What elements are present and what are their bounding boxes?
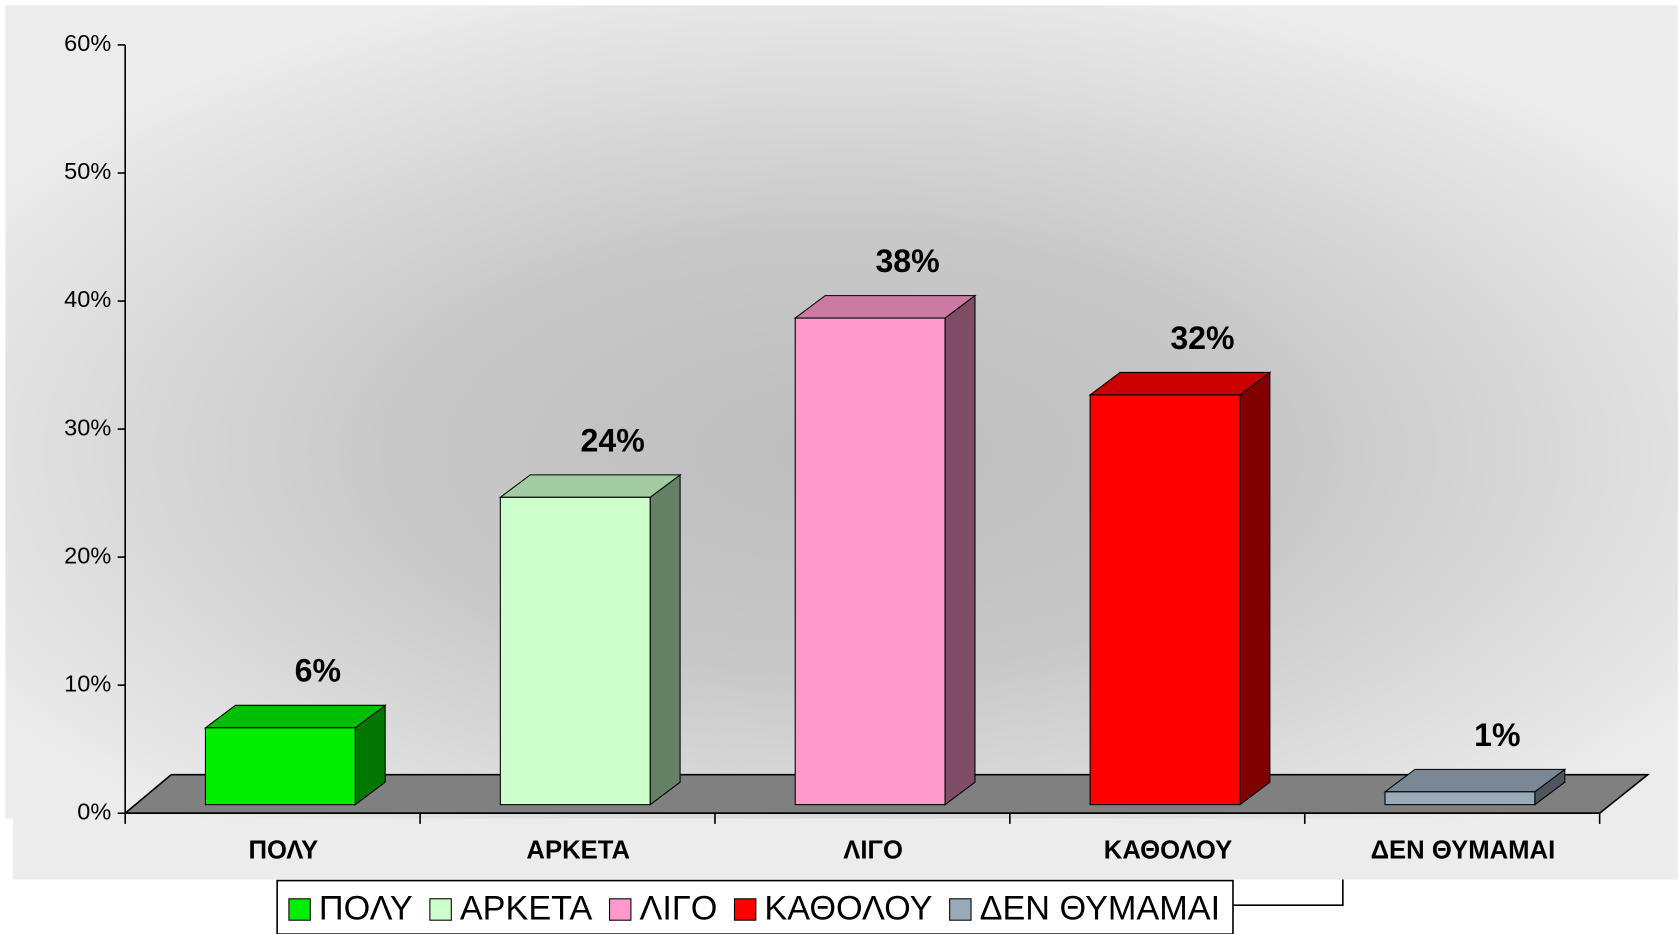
legend-connector xyxy=(1232,879,1344,907)
bar xyxy=(794,317,946,806)
legend: ΠΟΛΥ ΑΡΚΕΤΑ ΛΙΓΟ ΚΑΘΟΛΟΥ ΔΕΝ ΘΥΜΑΜΑΙ xyxy=(276,879,1344,934)
legend-swatch xyxy=(288,898,311,921)
data-label: 32% xyxy=(1170,320,1234,356)
y-tick-label: 60% xyxy=(64,30,111,56)
x-tick-label: ΑΡΚΕΤΑ xyxy=(526,837,630,865)
bar xyxy=(499,496,651,806)
x-tick-label: ΚΑΘΟΛΟΥ xyxy=(1104,837,1232,865)
bar-side xyxy=(649,473,681,806)
bar-top xyxy=(203,704,387,729)
bar-top xyxy=(498,474,682,498)
legend-label: ΛΙΓΟ xyxy=(639,890,717,928)
y-tick-label: 40% xyxy=(64,286,111,312)
bar-top xyxy=(793,295,977,319)
legend-label: ΠΟΛΥ xyxy=(319,890,413,928)
x-tick-label: ΛΙΓΟ xyxy=(843,837,903,865)
bar-side xyxy=(944,294,976,806)
bar-top xyxy=(1088,371,1272,396)
legend-label: ΔΕΝ ΘΥΜΑΜΑΙ xyxy=(980,890,1221,928)
data-label: 38% xyxy=(875,243,939,279)
bar xyxy=(1089,394,1241,806)
legend-label: ΑΡΚΕΤΑ xyxy=(460,890,593,928)
data-label: 1% xyxy=(1474,717,1520,753)
x-tick-label: ΠΟΛΥ xyxy=(248,837,318,865)
bar-top xyxy=(1383,768,1567,793)
data-label: 6% xyxy=(295,653,341,689)
legend-swatch xyxy=(429,898,452,921)
y-tick-label: 30% xyxy=(64,414,111,440)
y-tick-label: 0% xyxy=(77,798,111,824)
bar xyxy=(1384,791,1536,806)
y-tick-label: 10% xyxy=(64,670,111,696)
legend-swatch xyxy=(949,898,972,921)
x-tick-label: ΔΕΝ ΘΥΜΑΜΑΙ xyxy=(1371,837,1556,865)
y-tick-label: 20% xyxy=(64,542,111,568)
axis-background xyxy=(12,818,1678,880)
bar-side xyxy=(1239,371,1271,806)
plot-group: 0% 10% 20% 30% 40% 50% 60% ΠΟΛΥ 6% ΑΡΚΕΤΑ 24% ΛΙΓΟ 3… xyxy=(5,5,1678,934)
data-label: 24% xyxy=(581,422,645,458)
legend-swatch xyxy=(733,898,757,921)
y-tick-label: 50% xyxy=(64,158,111,184)
legend-swatch xyxy=(608,898,632,921)
bar xyxy=(204,727,356,806)
legend-label: ΚΑΘΟΛΟΥ xyxy=(764,890,932,928)
